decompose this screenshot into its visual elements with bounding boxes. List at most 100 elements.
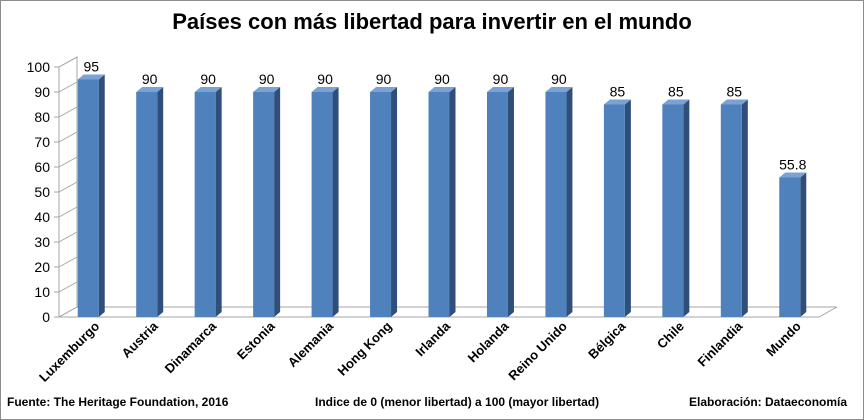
y-tick-diagonal xyxy=(58,56,78,68)
bar-front xyxy=(253,92,275,317)
y-tick-label: 40 xyxy=(34,209,50,225)
credit-note: Elaboración: Dataeconomía xyxy=(689,395,848,409)
bar-side xyxy=(800,172,807,317)
value-label: 90 xyxy=(493,71,509,87)
y-tick-diagonal xyxy=(58,281,78,293)
bar-top xyxy=(603,99,631,105)
y-tick-diagonal xyxy=(58,156,78,168)
bar-side xyxy=(449,87,456,317)
bar xyxy=(603,99,631,317)
bar xyxy=(136,87,164,317)
x-tick-label: Dinamarca xyxy=(162,318,220,376)
bar-side xyxy=(683,99,690,317)
y-tick-diagonal xyxy=(58,81,78,93)
bar xyxy=(311,87,339,317)
source-note: Fuente: The Heritage Foundation, 2016 xyxy=(7,395,229,409)
value-label: 90 xyxy=(434,71,450,87)
bar-top xyxy=(720,99,748,105)
bar-front xyxy=(311,92,333,317)
bar-top xyxy=(370,87,398,92)
x-tick-label: Bélgica xyxy=(585,318,629,362)
x-tick-label: Reino Unido xyxy=(505,318,570,383)
bar-top xyxy=(486,87,514,92)
value-label: 85 xyxy=(727,84,743,100)
bar-side xyxy=(332,87,339,317)
chart-title: Países con más libertad para invertir en… xyxy=(172,9,692,34)
bars xyxy=(77,74,807,317)
bar-side xyxy=(624,99,631,317)
bar-front xyxy=(603,104,625,317)
value-label: 95 xyxy=(83,59,99,75)
bar-side xyxy=(741,99,748,317)
bar xyxy=(545,87,573,317)
y-tick-diagonal xyxy=(58,256,78,268)
bar-top xyxy=(428,87,456,92)
y-tick-diagonal xyxy=(58,106,78,118)
y-tick-diagonal xyxy=(58,181,78,193)
x-tick-label: Estonia xyxy=(234,318,278,362)
bar xyxy=(662,99,690,317)
x-tick-label: Alemania xyxy=(285,318,337,370)
value-label: 55.8 xyxy=(779,157,806,173)
bar-side xyxy=(157,87,164,317)
y-axis: 0 10 20 30 40 50 60 70 80 90 100 xyxy=(27,56,78,325)
y-tick-label: 90 xyxy=(34,84,50,100)
bar-top xyxy=(136,87,164,92)
bar-front xyxy=(77,79,99,317)
bar-front xyxy=(136,92,158,317)
x-tick-label: Chile xyxy=(654,319,687,352)
value-label: 90 xyxy=(317,71,333,87)
y-tick-label: 10 xyxy=(34,284,50,300)
bar xyxy=(779,172,807,317)
bar-front xyxy=(486,92,508,317)
y-tick-label: 80 xyxy=(34,109,50,125)
bar xyxy=(370,87,398,317)
y-tick-label: 70 xyxy=(34,134,50,150)
bar-side xyxy=(274,87,281,317)
x-tick-label: Austria xyxy=(119,318,162,361)
value-label: 85 xyxy=(610,84,626,100)
bar-top xyxy=(311,87,339,92)
bar xyxy=(194,87,222,317)
y-tick-diagonal xyxy=(58,306,78,318)
y-tick-diagonal xyxy=(58,131,78,143)
index-caption: Indice de 0 (menor libertad) a 100 (mayo… xyxy=(315,395,600,409)
x-tick-label: Holanda xyxy=(465,318,512,365)
y-tick-label: 20 xyxy=(34,259,50,275)
bar-front xyxy=(194,92,216,317)
bar-top xyxy=(545,87,573,92)
y-tick-diagonal xyxy=(58,231,78,243)
bar-side xyxy=(507,87,514,317)
bar xyxy=(77,74,105,317)
bar xyxy=(428,87,456,317)
bar-top xyxy=(194,87,222,92)
bar xyxy=(720,99,748,317)
x-tick-label: Finlandia xyxy=(694,318,745,369)
x-tick-label: Mundo xyxy=(763,318,804,359)
y-tick-label: 0 xyxy=(42,309,50,325)
bar-front xyxy=(370,92,392,317)
bar xyxy=(253,87,281,317)
bar-front xyxy=(545,92,567,317)
bar-side xyxy=(391,87,398,317)
value-labels: 95 90 90 90 90 90 90 90 90 85 85 85 55.8 xyxy=(83,59,806,173)
y-tick-label: 30 xyxy=(34,234,50,250)
x-tick-label: Hong Kong xyxy=(335,318,395,378)
value-label: 90 xyxy=(259,71,275,87)
y-tick-label: 50 xyxy=(34,184,50,200)
bar-front xyxy=(428,92,450,317)
bar-top xyxy=(77,74,105,80)
bar-side xyxy=(566,87,573,317)
y-tick-diagonal xyxy=(58,206,78,218)
bar-top xyxy=(253,87,281,92)
bar-top xyxy=(662,99,690,105)
bar-front xyxy=(779,177,801,317)
y-tick-label: 60 xyxy=(34,159,50,175)
value-label: 90 xyxy=(142,71,158,87)
bar-top xyxy=(779,172,807,178)
value-label: 90 xyxy=(200,71,216,87)
bar xyxy=(486,87,514,317)
value-label: 90 xyxy=(376,71,392,87)
